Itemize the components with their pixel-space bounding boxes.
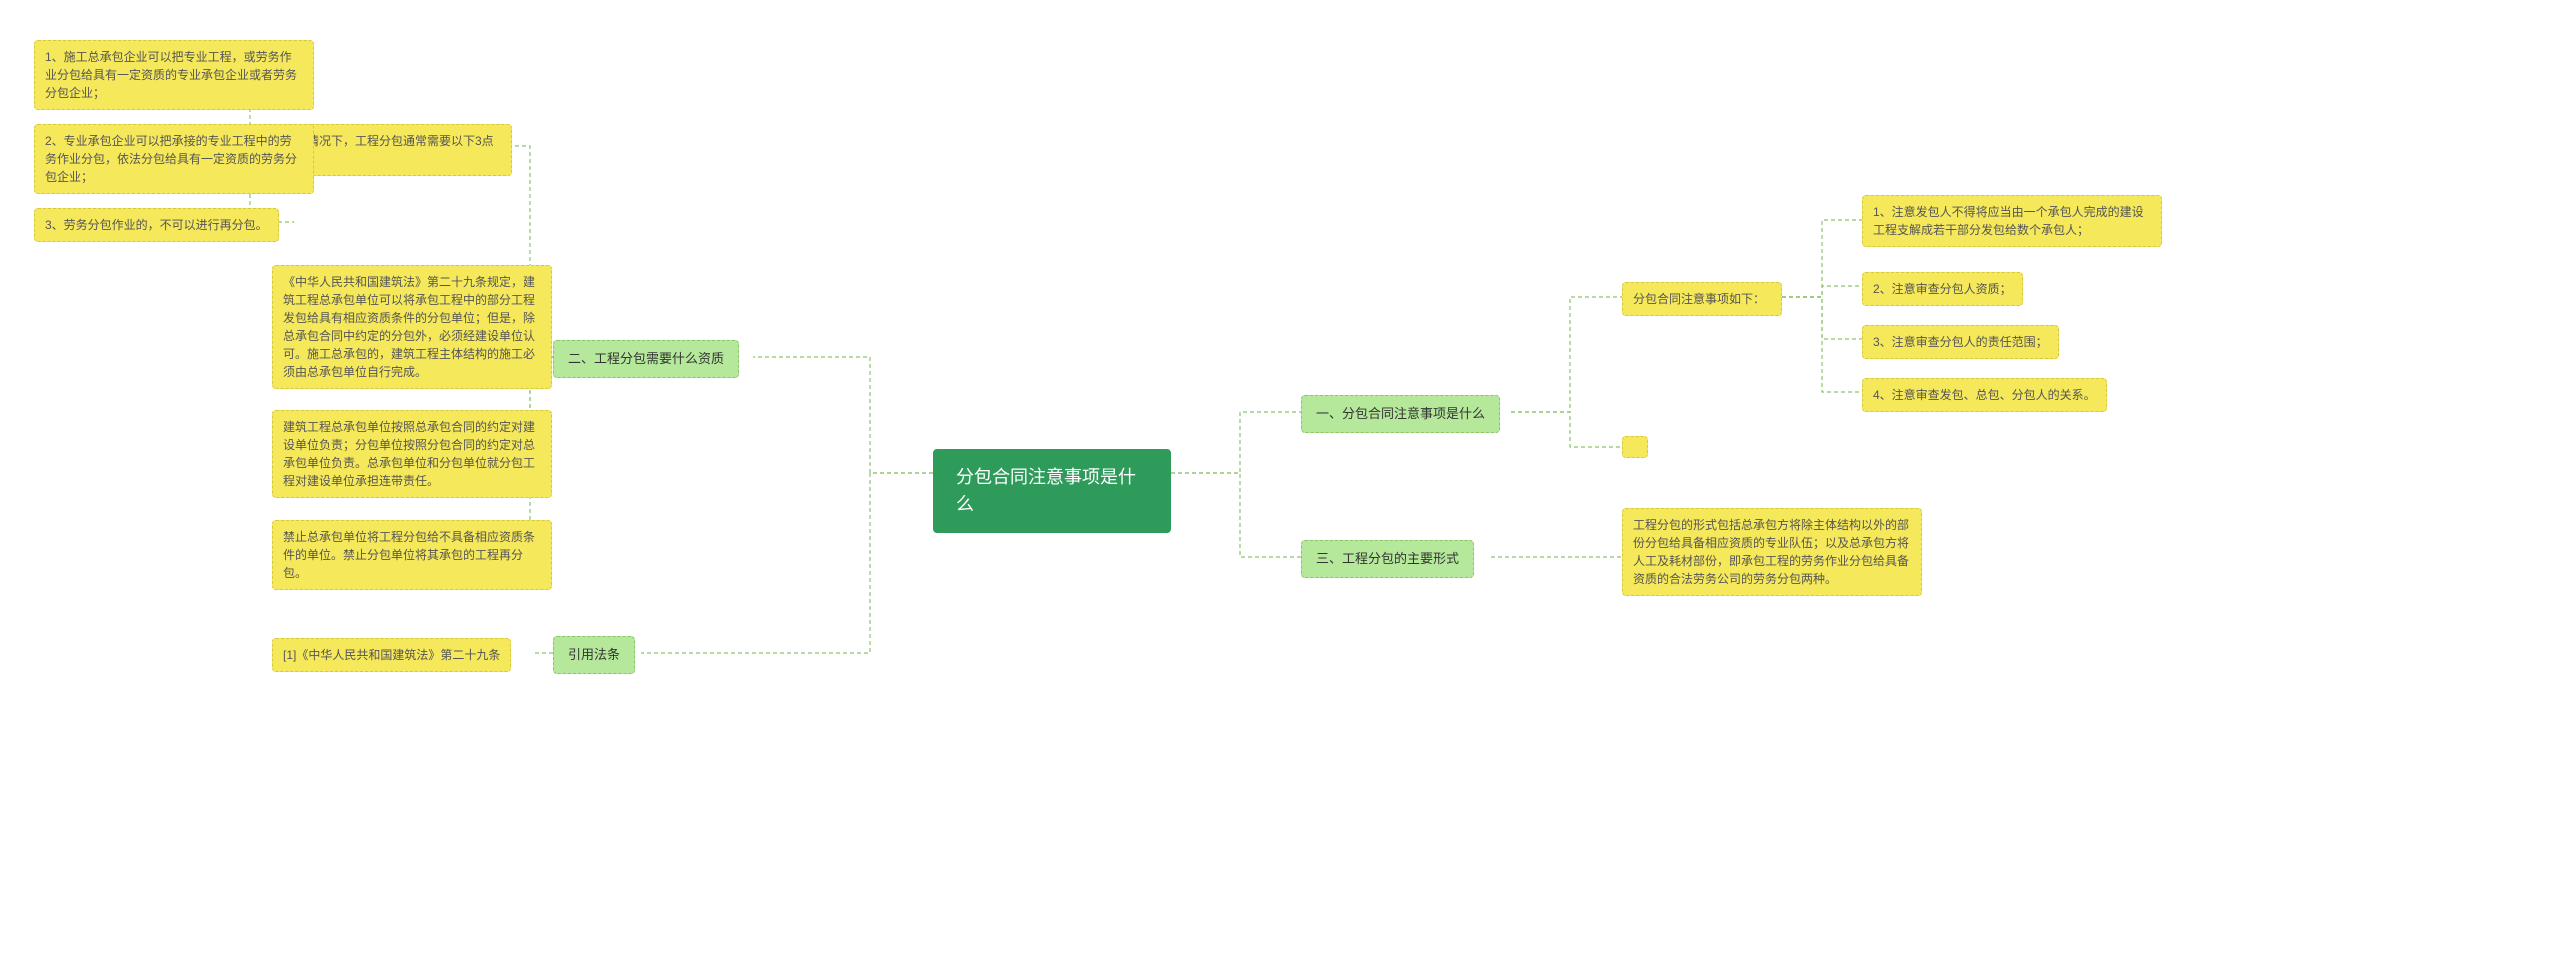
- b1-leaf-3: 4、注意审查发包、总包、分包人的关系。: [1862, 378, 2107, 412]
- b1-leaf-0-text: 1、注意发包人不得将应当由一个承包人完成的建设工程支解成若干部分发包给数个承包人…: [1873, 205, 2144, 237]
- branch-2: 二、工程分包需要什么资质: [553, 340, 739, 378]
- branch-4: 引用法条: [553, 636, 635, 674]
- b1-leaf-0: 1、注意发包人不得将应当由一个承包人完成的建设工程支解成若干部分发包给数个承包人…: [1862, 195, 2162, 247]
- b2-leaf-1-text: 建筑工程总承包单位按照总承包合同的约定对建设单位负责；分包单位按照分包合同的约定…: [283, 420, 535, 488]
- b1-empty-leaf: [1622, 436, 1648, 458]
- branch-3-label: 三、工程分包的主要形式: [1316, 551, 1459, 566]
- b2-sub-leaf-1: 2、专业承包企业可以把承接的专业工程中的劳务作业分包，依法分包给具有一定资质的劳…: [34, 124, 314, 194]
- branch-1-sub: 分包合同注意事项如下：: [1622, 282, 1782, 316]
- b2-sub-leaf-1-text: 2、专业承包企业可以把承接的专业工程中的劳务作业分包，依法分包给具有一定资质的劳…: [45, 134, 297, 184]
- root-node: 分包合同注意事项是什么: [933, 449, 1171, 533]
- b1-leaf-1: 2、注意审查分包人资质；: [1862, 272, 2023, 306]
- b1-leaf-3-text: 4、注意审查发包、总包、分包人的关系。: [1873, 388, 2096, 402]
- b1-leaf-2: 3、注意审查分包人的责任范围；: [1862, 325, 2059, 359]
- b1-leaf-2-text: 3、注意审查分包人的责任范围；: [1873, 335, 2048, 349]
- b2-leaf-1: 建筑工程总承包单位按照总承包合同的约定对建设单位负责；分包单位按照分包合同的约定…: [272, 410, 552, 498]
- branch-1: 一、分包合同注意事项是什么: [1301, 395, 1500, 433]
- b2-leaf-2: 禁止总承包单位将工程分包给不具备相应资质条件的单位。禁止分包单位将其承包的工程再…: [272, 520, 552, 590]
- b1-leaf-1-text: 2、注意审查分包人资质；: [1873, 282, 2012, 296]
- b2-leaf-0: 《中华人民共和国建筑法》第二十九条规定，建筑工程总承包单位可以将承包工程中的部分…: [272, 265, 552, 389]
- b4-leaf-text: [1]《中华人民共和国建筑法》第二十九条: [283, 648, 500, 662]
- branch-4-label: 引用法条: [568, 647, 620, 662]
- branch-2-sub-label: 一般情况下，工程分包通常需要以下3点资质：: [283, 134, 494, 166]
- branch-3: 三、工程分包的主要形式: [1301, 540, 1474, 578]
- root-label: 分包合同注意事项是什么: [956, 467, 1136, 514]
- b2-sub-leaf-0-text: 1、施工总承包企业可以把专业工程，或劳务作业分包给具有一定资质的专业承包企业或者…: [45, 50, 297, 100]
- branch-1-sub-label: 分包合同注意事项如下：: [1633, 292, 1765, 306]
- b4-leaf: [1]《中华人民共和国建筑法》第二十九条: [272, 638, 511, 672]
- branch-1-label: 一、分包合同注意事项是什么: [1316, 406, 1485, 421]
- b2-sub-leaf-2-text: 3、劳务分包作业的，不可以进行再分包。: [45, 218, 268, 232]
- b2-sub-leaf-0: 1、施工总承包企业可以把专业工程，或劳务作业分包给具有一定资质的专业承包企业或者…: [34, 40, 314, 110]
- b3-leaf-text: 工程分包的形式包括总承包方将除主体结构以外的部份分包给具备相应资质的专业队伍；以…: [1633, 518, 1909, 586]
- b2-leaf-0-text: 《中华人民共和国建筑法》第二十九条规定，建筑工程总承包单位可以将承包工程中的部分…: [283, 275, 535, 379]
- b2-leaf-2-text: 禁止总承包单位将工程分包给不具备相应资质条件的单位。禁止分包单位将其承包的工程再…: [283, 530, 535, 580]
- b3-leaf: 工程分包的形式包括总承包方将除主体结构以外的部份分包给具备相应资质的专业队伍；以…: [1622, 508, 1922, 596]
- b2-sub-leaf-2: 3、劳务分包作业的，不可以进行再分包。: [34, 208, 279, 242]
- branch-2-label: 二、工程分包需要什么资质: [568, 351, 724, 366]
